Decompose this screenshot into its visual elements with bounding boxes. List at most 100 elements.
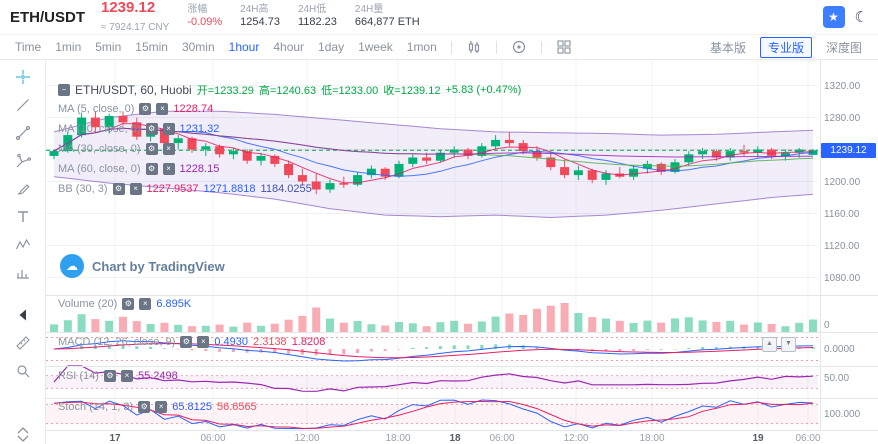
close-icon[interactable]: ×	[162, 163, 175, 175]
close-icon[interactable]: ×	[156, 103, 169, 115]
interval-15min[interactable]: 15min	[135, 40, 168, 54]
favorite-star-button[interactable]: ★	[822, 6, 845, 28]
volume-indicator-label: Volume (20)	[58, 298, 118, 310]
ma10-legend: MA (10, close, 0) ⚙ × 1231.32	[58, 123, 219, 135]
svg-text:19: 19	[752, 433, 764, 444]
interval-5min[interactable]: 5min	[95, 40, 122, 54]
close-icon[interactable]: ×	[120, 370, 133, 382]
back-arrow-icon	[19, 309, 26, 320]
high-label: 24H高	[240, 3, 269, 15]
price-cny: ≈ 7924.17 CNY	[101, 22, 170, 33]
price-block: 1239.12 ≈ 7924.17 CNY	[101, 0, 169, 35]
tradingview-logo-icon: ☁	[60, 254, 84, 278]
ma5-value: 1228.74	[173, 103, 214, 115]
svg-text:1200.00: 1200.00	[824, 177, 861, 188]
svg-text:18:00: 18:00	[385, 433, 410, 444]
macd-legend: MACD (12, 26, close, 9) ⚙ × 0.4930 2.313…	[58, 336, 325, 348]
low-value: 1182.23	[297, 16, 337, 29]
close-icon[interactable]: ×	[197, 336, 210, 348]
macd-value-1: 0.4930	[214, 336, 249, 348]
current-price-label: 1239.12	[821, 143, 876, 158]
forecast-tool[interactable]	[14, 264, 32, 281]
change-label: 涨幅	[187, 3, 208, 15]
watermark-text: Chart by TradingView	[92, 258, 225, 274]
svg-text:0: 0	[824, 320, 830, 331]
interval-Time[interactable]: Time	[15, 40, 42, 54]
line-tool-tool[interactable]	[14, 96, 32, 113]
pair-name: ETH/USDT	[10, 8, 85, 26]
chevron-down-button[interactable]	[12, 434, 34, 442]
svg-text:17: 17	[109, 433, 121, 444]
candle-style-button[interactable]	[464, 38, 484, 56]
interval-1week[interactable]: 1week	[358, 40, 393, 54]
interval-1min[interactable]: 1min	[55, 40, 82, 54]
chart-canvas[interactable]: 1320.001280.001240.001200.001160.001120.…	[46, 60, 878, 444]
bb-upper-value: 1271.8818	[203, 183, 256, 195]
view-mode-group: 基本版 专业版 深度图	[702, 36, 870, 58]
night-mode-button[interactable]: ☾	[855, 8, 868, 26]
ma-lines-layer	[53, 123, 814, 184]
interval-1hour[interactable]: 1hour	[228, 40, 260, 54]
gear-icon[interactable]: ⚙	[145, 143, 158, 155]
tradingview-watermark[interactable]: ☁ Chart by TradingView	[60, 254, 225, 278]
svg-text:1080.00: 1080.00	[824, 273, 861, 284]
interval-group: Time 1min 5min 15min 30min 1hour 4hour 1day 1wee…	[8, 40, 444, 54]
close-icon[interactable]: ×	[129, 183, 142, 195]
gear-icon[interactable]: ⚙	[122, 298, 135, 310]
change-value: -0.09%	[187, 16, 223, 29]
stoch-k-value: 65.8125	[172, 401, 212, 413]
gear-icon[interactable]: ⚙	[180, 336, 193, 348]
gear-icon[interactable]: ⚙	[139, 103, 152, 115]
crosshair-tool[interactable]	[14, 68, 32, 85]
chevron-up-button[interactable]	[12, 426, 34, 434]
crosshair-icon	[15, 69, 30, 84]
close-icon[interactable]: ×	[139, 298, 152, 310]
interval-1day[interactable]: 1day	[318, 40, 345, 54]
grid-layout-button[interactable]	[554, 38, 574, 56]
interval-1mon[interactable]: 1mon	[406, 40, 437, 54]
pitchfork-tool[interactable]	[14, 152, 32, 169]
brush-icon	[17, 183, 30, 195]
pattern-icon	[15, 238, 30, 249]
zoom-tool[interactable]	[14, 362, 32, 379]
ma60-value: 1228.15	[179, 163, 220, 175]
svg-text:06:00: 06:00	[489, 433, 514, 444]
interval-30min[interactable]: 30min	[181, 40, 215, 54]
ma60-label: MA (60, close, 0)	[58, 163, 141, 175]
star-icon: ★	[828, 10, 839, 24]
toolbar-scroll	[12, 426, 34, 444]
close-icon[interactable]: ×	[162, 143, 175, 155]
svg-text:0.0000: 0.0000	[824, 344, 855, 355]
gear-icon[interactable]: ⚙	[138, 401, 151, 413]
gear-icon[interactable]: ⚙	[145, 123, 158, 135]
pattern-tool[interactable]	[14, 236, 32, 253]
ohlc-change: +5.83 (+0.47%)	[445, 84, 522, 96]
gear-icon[interactable]: ⚙	[103, 370, 116, 382]
pitchfork-icon	[16, 153, 31, 167]
brush-tool[interactable]	[14, 180, 32, 197]
close-icon[interactable]: ×	[162, 123, 175, 135]
bb-legend: BB (30, 3) ⚙ × 1227.9537 1271.8818 1184.…	[58, 183, 312, 195]
mode-深度图[interactable]: 深度图	[825, 40, 862, 55]
rsi-value: 55.2498	[137, 370, 178, 382]
ruler-tool[interactable]	[14, 334, 32, 351]
svg-text:06:00: 06:00	[200, 433, 225, 444]
pane-move-down-button[interactable]: ▼	[781, 337, 796, 352]
gear-icon[interactable]: ⚙	[145, 163, 158, 175]
svg-text:12:00: 12:00	[294, 433, 319, 444]
back-arrow-tool[interactable]	[14, 306, 32, 323]
interval-4hour[interactable]: 4hour	[273, 40, 305, 54]
gear-icon[interactable]: ⚙	[112, 183, 125, 195]
volume-legend: Volume (20) ⚙ × 6.895K	[58, 298, 191, 310]
mode-基本版[interactable]: 基本版	[709, 40, 746, 55]
ohlc-low: 低=1233.00	[321, 85, 379, 97]
close-icon[interactable]: ×	[155, 401, 168, 413]
pane-move-up-button[interactable]: ▲	[762, 337, 777, 352]
ma10-label: MA (10, close, 0)	[58, 123, 141, 135]
indicator-button[interactable]	[509, 38, 529, 56]
legend-collapse-button[interactable]: −	[58, 84, 70, 96]
trend-line-tool[interactable]	[14, 124, 32, 141]
text-tool[interactable]	[14, 208, 32, 225]
symbol-title: ETH/USDT, 60, Huobi	[75, 83, 192, 97]
mode-专业版[interactable]: 专业版	[759, 36, 812, 58]
